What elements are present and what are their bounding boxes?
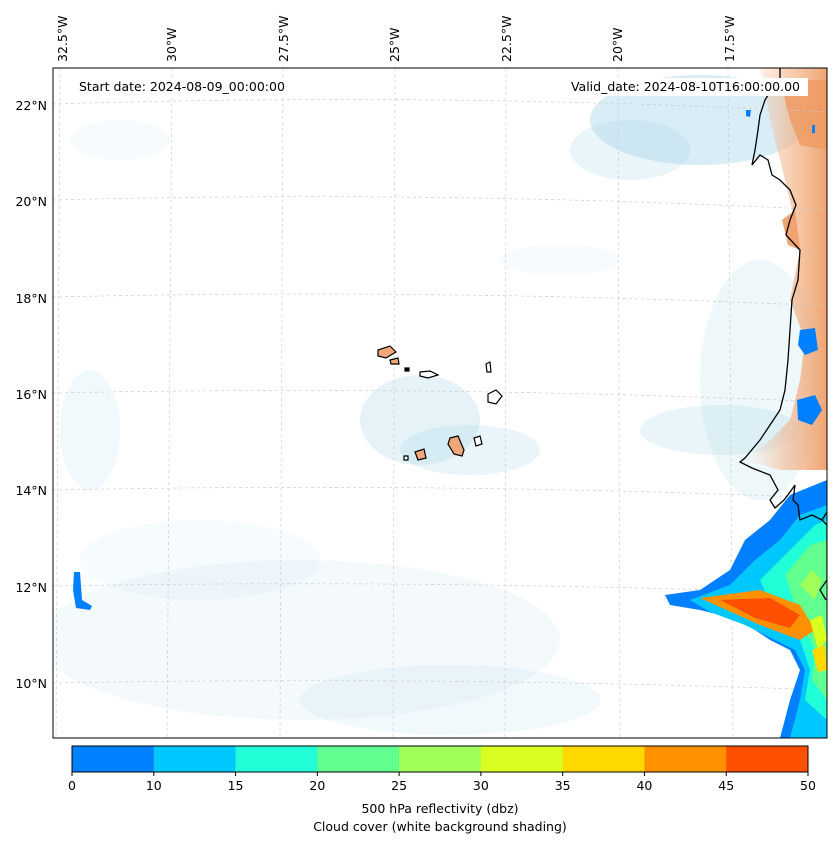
latitude-labels: 22°N 20°N 18°N 16°N 14°N 12°N 10°N bbox=[15, 98, 47, 691]
colorbar-tick-label: 25 bbox=[391, 778, 407, 793]
colorbar-tick-label: 20 bbox=[309, 778, 325, 793]
valid-date-box bbox=[538, 78, 808, 96]
lat-label: 10°N bbox=[15, 676, 47, 691]
colorbar-segment bbox=[153, 746, 237, 772]
colorbar-segment bbox=[399, 746, 482, 772]
colorbar-tick-label: 30 bbox=[473, 778, 489, 793]
colorbar-tick-label: 50 bbox=[800, 778, 816, 793]
lon-label: 30°W bbox=[164, 27, 179, 62]
dust-shading bbox=[745, 68, 827, 470]
lat-label: 20°N bbox=[15, 194, 47, 209]
coastline bbox=[738, 68, 827, 601]
colorbar-border bbox=[71, 745, 809, 773]
colorbar-subtitle: Cloud cover (white background shading) bbox=[313, 819, 567, 834]
lat-label: 14°N bbox=[15, 483, 47, 498]
colorbar-tick-label: 40 bbox=[636, 778, 652, 793]
map-background bbox=[53, 68, 827, 738]
lon-label: 20°W bbox=[610, 27, 625, 62]
valid-date-label: Valid_date: 2024-08-10T16:00:00.00 bbox=[571, 79, 800, 94]
colorbar-segment bbox=[72, 746, 155, 772]
colorbar-segment bbox=[235, 746, 318, 772]
start-date-label: Start date: 2024-08-09_00:00:00 bbox=[79, 79, 285, 94]
colorbar-segment bbox=[317, 746, 400, 772]
colorbar-segment bbox=[480, 746, 564, 772]
lat-label: 22°N bbox=[15, 98, 47, 113]
lon-label: 32.5°W bbox=[55, 16, 70, 62]
colorbar-segment bbox=[726, 746, 809, 772]
colorbar-tick-label: 0 bbox=[68, 778, 76, 793]
cloud-cover-shading bbox=[53, 75, 820, 735]
lon-label: 22.5°W bbox=[499, 16, 514, 62]
colorbar-title: 500 hPa reflectivity (dbz) bbox=[361, 801, 518, 816]
lon-label: 27.5°W bbox=[276, 16, 291, 62]
colorbar-tick-label: 35 bbox=[555, 778, 571, 793]
lat-label: 12°N bbox=[15, 580, 47, 595]
colorbar-tick-label: 45 bbox=[718, 778, 734, 793]
start-date-box bbox=[72, 78, 312, 96]
colorbar-segment bbox=[562, 746, 645, 772]
lon-label: 17.5°W bbox=[722, 16, 737, 62]
map-frame bbox=[52, 67, 828, 739]
lon-label: 25°W bbox=[387, 27, 402, 62]
colorbar-tick-label: 10 bbox=[146, 778, 162, 793]
lat-label: 16°N bbox=[15, 387, 47, 402]
longitude-labels: 32.5°W 30°W 27.5°W 25°W 22.5°W 20°W 17.5… bbox=[55, 16, 737, 62]
map-content bbox=[53, 68, 827, 738]
colorbar: 0 10 15 20 25 30 35 40 45 50 bbox=[68, 745, 816, 793]
cape-verde-islands bbox=[377, 345, 503, 461]
reflectivity-field bbox=[73, 110, 827, 738]
colorbar-tick-label: 15 bbox=[228, 778, 244, 793]
gridlines bbox=[53, 68, 827, 738]
colorbar-segment bbox=[644, 746, 727, 772]
lat-label: 18°N bbox=[15, 291, 47, 306]
